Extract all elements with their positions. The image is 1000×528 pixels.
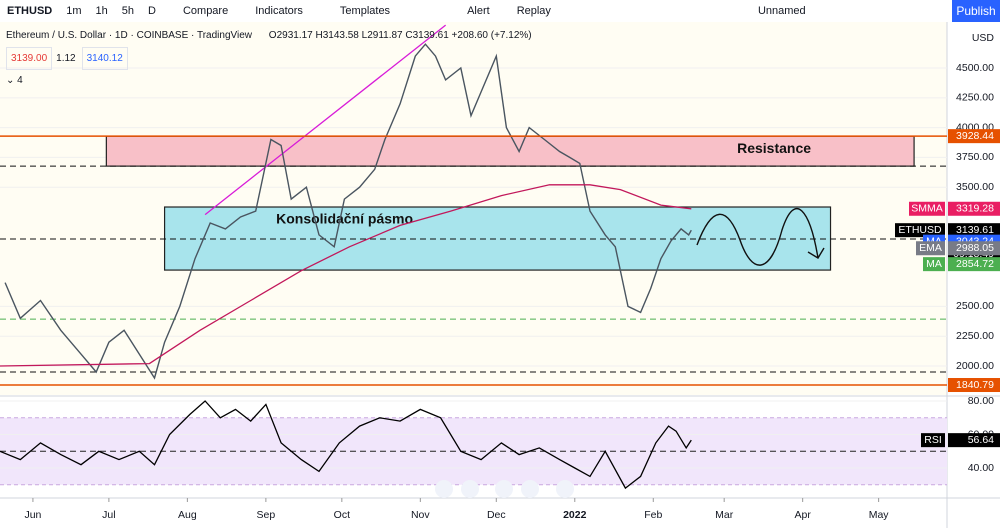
rsi-badge: [921, 433, 945, 448]
series-line: [0, 184, 692, 367]
price-badge: [948, 241, 1000, 256]
x-tick-label: Feb: [644, 509, 662, 521]
interval[interactable]: 5h: [121, 5, 135, 17]
x-tick-label: Apr: [794, 509, 811, 521]
badge-name: ETHUSD: [898, 224, 942, 236]
y-tick-label: 80.00: [968, 395, 994, 407]
x-tick-label: Nov: [411, 509, 430, 521]
price-badge-label: 2988.05: [956, 242, 994, 254]
price-badge-label: 2854.72: [956, 258, 994, 270]
zone: [105, 135, 915, 167]
y-tick-label: 3750.00: [956, 151, 994, 163]
series-line: [4, 43, 692, 380]
badge-name-box: [916, 241, 945, 256]
compare[interactable]: Compare: [182, 5, 229, 17]
ask[interactable]: 3140.12: [81, 47, 128, 70]
y-tick-label: 40.00: [968, 462, 994, 474]
currency: USD: [972, 32, 995, 44]
y-tick-label: 4500.00: [956, 62, 994, 74]
price-badge: [948, 129, 1000, 144]
x-tick-label: Aug: [178, 509, 197, 521]
publish[interactable]: Publish: [952, 0, 1000, 22]
zone-label: Konsolidační pásmo: [276, 211, 413, 227]
replay[interactable]: Replay: [516, 5, 551, 17]
zoom-controls: [435, 480, 574, 498]
rsi-value: 56.64: [968, 434, 994, 446]
x-tick-label: May: [869, 509, 890, 521]
price-badge-label: 3319.28: [956, 203, 994, 215]
y-tick-label: 3500.00: [956, 181, 994, 193]
zone-label: Resistance: [737, 140, 811, 156]
y-tick-label: 2500.00: [956, 300, 994, 312]
y-tick-label: 2250.00: [956, 330, 994, 342]
price-badge: [948, 378, 1000, 393]
trend-line: [204, 24, 447, 216]
badge-name-box: [909, 201, 945, 216]
x-tick-label: Mar: [715, 509, 734, 521]
badge-name: MA: [926, 258, 942, 270]
price-badge: [948, 257, 1000, 272]
alert[interactable]: Alert: [467, 5, 490, 17]
toolbar: ETHUSD 1m 1h 5h D Compare Indicators Tem…: [0, 0, 1000, 23]
x-tick-label: Jun: [24, 509, 41, 521]
zoom-out[interactable]: [435, 480, 453, 498]
badge-name-box: [923, 257, 945, 272]
interval[interactable]: 1h: [95, 5, 108, 17]
indicators[interactable]: Indicators: [255, 5, 303, 17]
spread: 1.12: [56, 53, 76, 64]
templates[interactable]: Templates: [339, 5, 391, 17]
scroll-right[interactable]: [521, 480, 539, 498]
x-tick-label: 2022: [563, 509, 587, 521]
indicators-count[interactable]: 4: [17, 75, 23, 86]
rsi-value-badge: [948, 433, 1000, 448]
symbol[interactable]: ETHUSD: [7, 5, 53, 17]
badge-name: EMA: [919, 242, 942, 254]
badge-name: SMMA: [911, 203, 943, 215]
rsi-badge-name: RSI: [924, 434, 942, 446]
bid[interactable]: 3139.00: [6, 47, 53, 70]
interval[interactable]: D: [148, 5, 156, 17]
x-tick-label: Jul: [102, 509, 115, 521]
price-badge-label: 1840.79: [956, 379, 994, 391]
price-badge-label: 3928.44: [956, 130, 994, 142]
price-badge: [948, 201, 1000, 216]
badge-name-box: [895, 223, 945, 238]
scroll-left[interactable]: [495, 480, 513, 498]
interval[interactable]: 1m: [66, 5, 82, 17]
price-badge-label: 3139.61: [956, 224, 994, 236]
x-tick-label: Oct: [334, 509, 350, 521]
legend: Ethereum / U.S. Dollar · 1D · COINBASE ·…: [6, 30, 532, 86]
legend-ohlc: O2931.17 H3143.58 L2911.87 C3139.61 +208…: [268, 30, 532, 41]
y-tick-label: 2000.00: [956, 360, 994, 372]
series-line: [0, 400, 692, 490]
legend-title: Ethereum / U.S. Dollar · 1D · COINBASE ·…: [6, 30, 253, 41]
y-tick-label: 4250.00: [956, 92, 994, 104]
x-tick-label: Sep: [257, 509, 276, 521]
x-tick-label: Dec: [487, 509, 506, 521]
zoom-in[interactable]: [461, 480, 479, 498]
layout-name[interactable]: Unnamed: [757, 5, 806, 17]
reset[interactable]: [556, 480, 574, 498]
